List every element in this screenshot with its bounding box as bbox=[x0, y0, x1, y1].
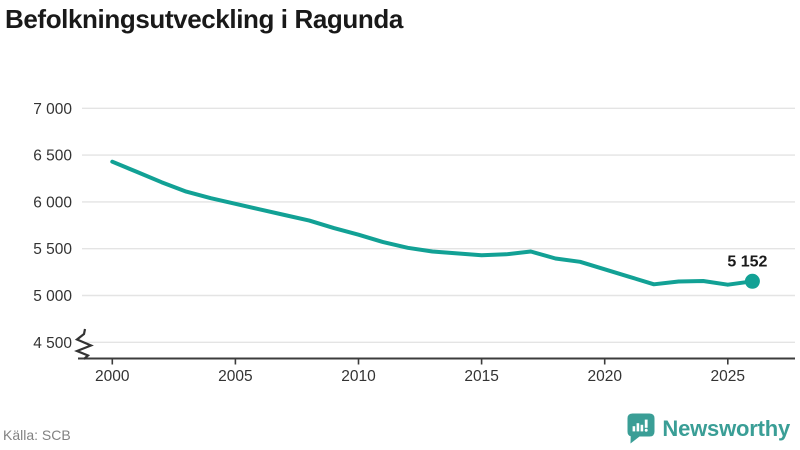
y-axis-tick-label: 6 000 bbox=[33, 194, 72, 211]
axis-break-zigzag bbox=[74, 328, 94, 360]
x-axis-tick-label: 2015 bbox=[464, 368, 498, 385]
latest-value-dot bbox=[744, 273, 760, 289]
chart-title: Befolkningsutveckling i Ragunda bbox=[5, 4, 403, 34]
newsworthy-logo[interactable]: Newsworthy bbox=[627, 413, 790, 444]
y-axis-tick-label: 5 000 bbox=[33, 288, 72, 305]
latest-value-label: 5 152 bbox=[727, 253, 767, 270]
newsworthy-wordmark: Newsworthy bbox=[662, 415, 790, 441]
x-axis-tick-label: 2020 bbox=[587, 368, 622, 385]
x-axis-tick-label: 2025 bbox=[711, 368, 745, 385]
y-axis-tick-label: 6 500 bbox=[33, 148, 72, 165]
y-axis-tick-label: 7 000 bbox=[33, 101, 72, 118]
source-caption: Källa: SCB bbox=[3, 427, 71, 443]
x-axis-tick-label: 2000 bbox=[95, 368, 130, 385]
y-axis-tick-label: 4 500 bbox=[33, 335, 72, 352]
population-trend-line bbox=[110, 159, 755, 287]
newsworthy-chart-bubble-icon bbox=[627, 413, 655, 444]
x-axis-tick-label: 2010 bbox=[341, 368, 376, 385]
bar-chart-glyph bbox=[633, 419, 649, 432]
x-axis-tick-label: 2005 bbox=[218, 368, 252, 385]
y-axis-tick-label: 5 500 bbox=[33, 241, 72, 258]
